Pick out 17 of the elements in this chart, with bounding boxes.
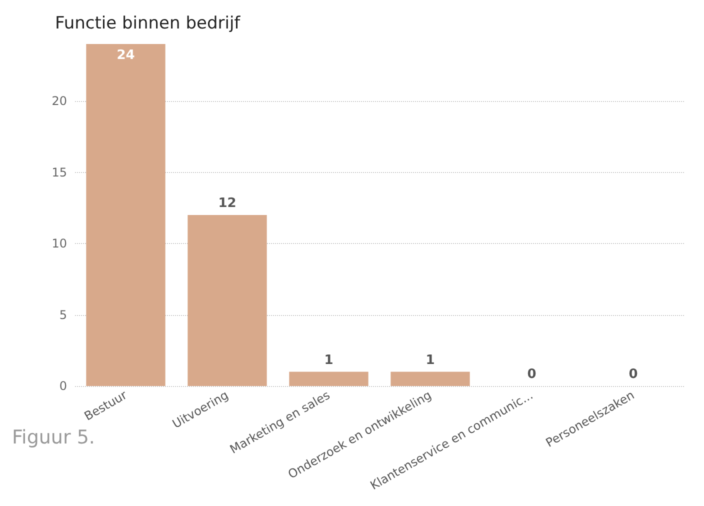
y-tick-label: 20 xyxy=(52,94,67,108)
data-label: 12 xyxy=(218,196,236,211)
y-tick-label: 0 xyxy=(59,379,67,393)
y-tick-label: 10 xyxy=(52,236,67,250)
bar xyxy=(86,44,166,386)
data-label: 1 xyxy=(426,352,435,368)
bar xyxy=(289,372,368,386)
data-label: 1 xyxy=(324,352,334,368)
chart-title: Functie binnen bedrijf xyxy=(55,14,242,34)
data-label: 0 xyxy=(527,367,536,382)
bar xyxy=(390,372,470,386)
text: Figuur 5. xyxy=(12,426,95,448)
data-label: 0 xyxy=(628,367,638,382)
y-tick-label: 15 xyxy=(52,165,67,180)
data-label: 24 xyxy=(116,48,135,63)
y-tick-label: 5 xyxy=(59,308,67,322)
bar xyxy=(188,215,267,386)
